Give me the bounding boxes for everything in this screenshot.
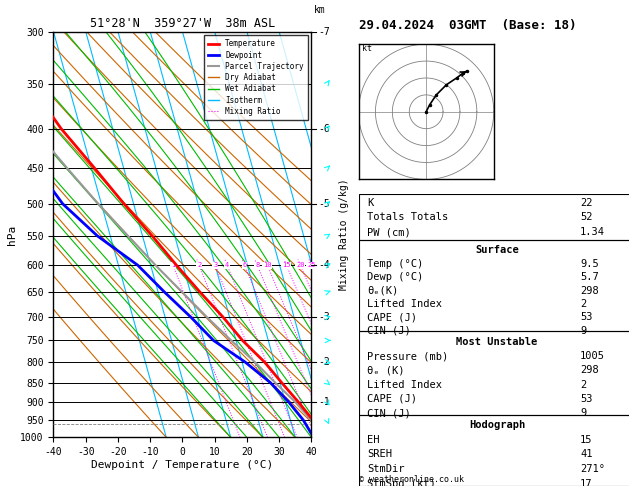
X-axis label: Dewpoint / Temperature (°C): Dewpoint / Temperature (°C) [91, 460, 274, 470]
Text: -2: -2 [318, 357, 330, 367]
Text: 2: 2 [197, 262, 201, 268]
Text: Lifted Index: Lifted Index [367, 299, 442, 309]
Text: StmDir: StmDir [367, 465, 404, 474]
Text: 53: 53 [580, 394, 593, 404]
Bar [359, 415, 629, 486]
Text: 52: 52 [580, 212, 593, 222]
Text: 298: 298 [580, 365, 599, 375]
Text: CIN (J): CIN (J) [367, 408, 411, 418]
Text: PW (cm): PW (cm) [367, 227, 411, 237]
Text: Dewp (°C): Dewp (°C) [367, 272, 423, 282]
Text: 15: 15 [580, 434, 593, 445]
Text: 271°: 271° [580, 465, 605, 474]
Text: 41: 41 [580, 450, 593, 459]
Text: © weatheronline.co.uk: © weatheronline.co.uk [359, 474, 464, 484]
Text: kt: kt [362, 44, 372, 53]
Bar [359, 240, 629, 331]
Text: 2: 2 [580, 380, 586, 390]
Text: -1: -1 [318, 397, 330, 407]
Text: 1: 1 [171, 262, 175, 268]
Text: 29.04.2024  03GMT  (Base: 18): 29.04.2024 03GMT (Base: 18) [359, 19, 576, 33]
Text: -4: -4 [318, 260, 330, 270]
Text: 1.34: 1.34 [580, 227, 605, 237]
Text: 5.7: 5.7 [580, 272, 599, 282]
Legend: Temperature, Dewpoint, Parcel Trajectory, Dry Adiabat, Wet Adiabat, Isotherm, Mi: Temperature, Dewpoint, Parcel Trajectory… [204, 35, 308, 120]
Text: 20: 20 [296, 262, 304, 268]
Text: Pressure (mb): Pressure (mb) [367, 351, 448, 361]
Text: 10: 10 [263, 262, 272, 268]
Text: 25: 25 [307, 262, 316, 268]
Text: 2: 2 [580, 299, 586, 309]
Text: 4: 4 [225, 262, 230, 268]
Text: Totals Totals: Totals Totals [367, 212, 448, 222]
Text: CIN (J): CIN (J) [367, 326, 411, 336]
Text: Mixing Ratio (g/kg): Mixing Ratio (g/kg) [340, 179, 349, 290]
Text: 9: 9 [580, 326, 586, 336]
Text: K: K [367, 198, 373, 208]
Text: θₑ (K): θₑ (K) [367, 365, 404, 375]
Text: 9.5: 9.5 [580, 259, 599, 269]
Text: -7: -7 [318, 27, 330, 36]
Text: -5: -5 [318, 199, 330, 209]
Text: Hodograph: Hodograph [469, 420, 525, 431]
Text: -3: -3 [318, 312, 330, 322]
Text: 15: 15 [282, 262, 291, 268]
Text: 22: 22 [580, 198, 593, 208]
Text: 1005: 1005 [580, 351, 605, 361]
Text: -6: -6 [318, 123, 330, 134]
Text: 3: 3 [213, 262, 218, 268]
Text: Surface: Surface [475, 245, 519, 256]
Text: 9: 9 [580, 408, 586, 418]
Text: 17: 17 [580, 479, 593, 486]
Text: Temp (°C): Temp (°C) [367, 259, 423, 269]
Text: 6: 6 [242, 262, 247, 268]
Text: 8: 8 [255, 262, 259, 268]
Y-axis label: hPa: hPa [8, 225, 18, 244]
Text: EH: EH [367, 434, 379, 445]
Text: 298: 298 [580, 285, 599, 295]
Text: CAPE (J): CAPE (J) [367, 394, 417, 404]
Text: CAPE (J): CAPE (J) [367, 312, 417, 322]
Bar [359, 194, 629, 240]
Text: Lifted Index: Lifted Index [367, 380, 442, 390]
Text: SREH: SREH [367, 450, 392, 459]
Text: Most Unstable: Most Unstable [456, 337, 538, 347]
Text: θₑ(K): θₑ(K) [367, 285, 398, 295]
Title: 51°28'N  359°27'W  38m ASL: 51°28'N 359°27'W 38m ASL [90, 17, 275, 31]
Text: 53: 53 [580, 312, 593, 322]
Text: StmSpd (kt): StmSpd (kt) [367, 479, 436, 486]
Bar [359, 331, 629, 415]
Text: km: km [314, 5, 326, 15]
